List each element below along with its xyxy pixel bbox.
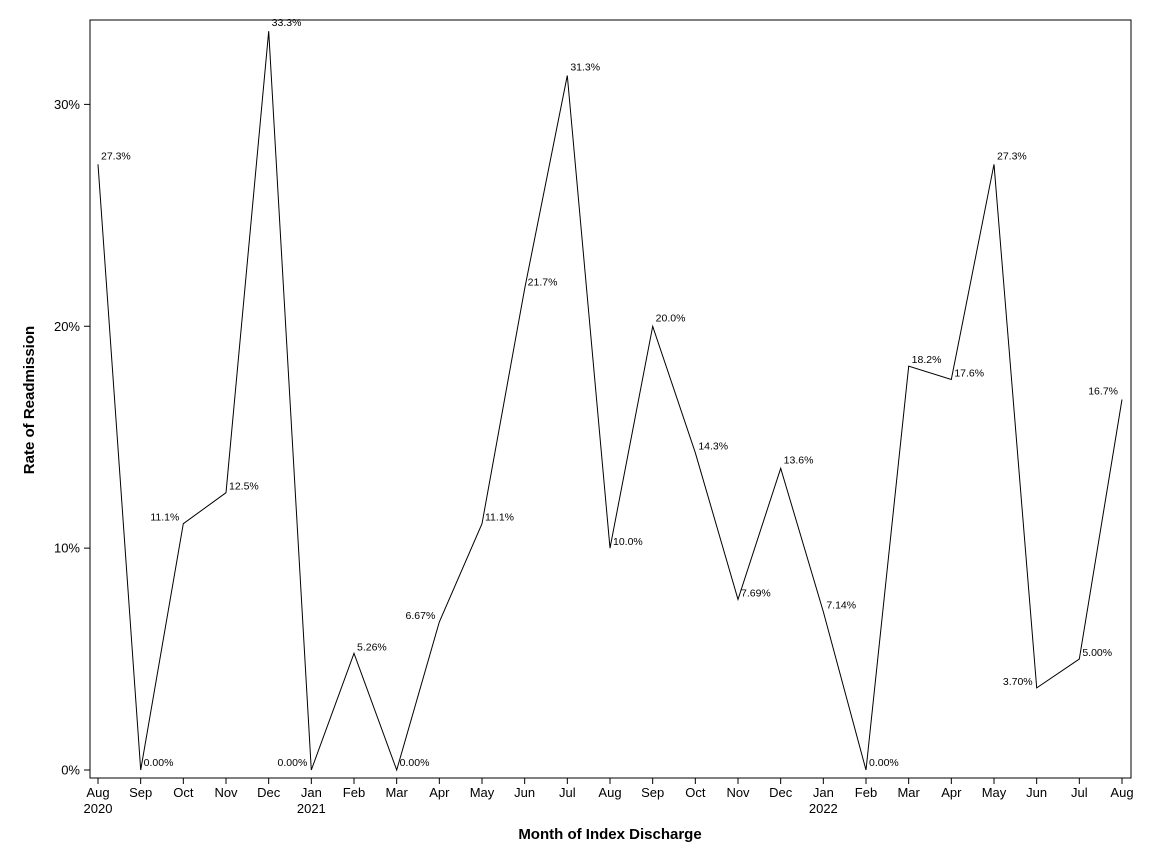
x-tick-label: Aug	[598, 785, 621, 800]
data-label: 27.3%	[997, 150, 1027, 162]
data-label: 0.00%	[400, 757, 430, 769]
data-label: 14.3%	[698, 441, 728, 453]
data-label: 18.2%	[912, 354, 942, 366]
data-label: 7.69%	[741, 587, 771, 599]
data-label: 5.00%	[1082, 647, 1112, 659]
x-tick-label: Apr	[429, 785, 450, 800]
series-line-group	[97, 31, 1123, 772]
data-label: 7.14%	[826, 600, 856, 612]
x-axis-title: Month of Index Discharge	[518, 826, 701, 843]
data-label: 12.5%	[229, 481, 259, 493]
data-label: 33.3%	[272, 17, 302, 29]
x-tick-label: Jun	[1026, 785, 1047, 800]
x-tick-label: May	[470, 785, 495, 800]
y-axis: 0% 10% 20% 30%	[54, 97, 90, 778]
x-tick-label: Sep	[641, 785, 664, 800]
x-tick-label: Feb	[343, 785, 365, 800]
x-tick-label: Dec	[769, 785, 793, 800]
x-tick-label: Jul	[559, 785, 576, 800]
data-labels-group: 27.3% 0.00% 11.1% 12.5% 33.3% 0.00% 5.26% 0.00%…	[101, 17, 1118, 769]
data-label: 0.00%	[144, 757, 174, 769]
x-tick-label: Aug	[1110, 785, 1133, 800]
x-tick-year-label: 2020	[84, 801, 113, 816]
data-label: 21.7%	[528, 277, 558, 289]
data-label: 31.3%	[570, 62, 600, 74]
data-label: 5.26%	[357, 641, 387, 653]
y-tick-label: 20%	[54, 319, 80, 334]
x-tick-label: Aug	[86, 785, 109, 800]
data-label: 13.6%	[784, 454, 814, 466]
x-tick-label: Oct	[173, 785, 194, 800]
y-tick-label: 30%	[54, 97, 80, 112]
x-tick-label: Nov	[726, 785, 750, 800]
data-label: 0.00%	[869, 757, 899, 769]
y-tick-label: 0%	[61, 763, 80, 778]
x-tick-year-label: 2022	[809, 801, 838, 816]
x-tick-label: May	[982, 785, 1007, 800]
x-tick-label: Jul	[1071, 785, 1088, 800]
x-tick-label: Mar	[385, 785, 408, 800]
series-line	[97, 31, 1123, 772]
x-tick-label: Sep	[129, 785, 152, 800]
y-tick-label: 10%	[54, 541, 80, 556]
x-tick-label: Jan	[813, 785, 834, 800]
plot-frame	[89, 19, 1132, 779]
data-label: 20.0%	[656, 312, 686, 324]
x-tick-label: Dec	[257, 785, 281, 800]
data-label: 0.00%	[278, 757, 308, 769]
data-label: 16.7%	[1088, 385, 1118, 397]
x-tick-label: Nov	[214, 785, 238, 800]
x-tick-label: Jun	[514, 785, 535, 800]
x-tick-label: Feb	[855, 785, 877, 800]
x-tick-label: Mar	[897, 785, 920, 800]
data-label: 11.1%	[150, 512, 179, 524]
data-label: 17.6%	[954, 368, 984, 380]
x-tick-year-label: 2021	[297, 801, 326, 816]
data-label: 11.1%	[485, 512, 514, 524]
x-tick-label: Apr	[941, 785, 962, 800]
data-label: 3.70%	[1003, 676, 1033, 688]
data-label: 6.67%	[406, 610, 436, 622]
data-label: 10.0%	[613, 536, 643, 548]
x-tick-label: Oct	[685, 785, 706, 800]
y-axis-title: Rate of Readmission	[21, 326, 38, 474]
data-label: 27.3%	[101, 150, 131, 162]
x-tick-label: Jan	[301, 785, 322, 800]
